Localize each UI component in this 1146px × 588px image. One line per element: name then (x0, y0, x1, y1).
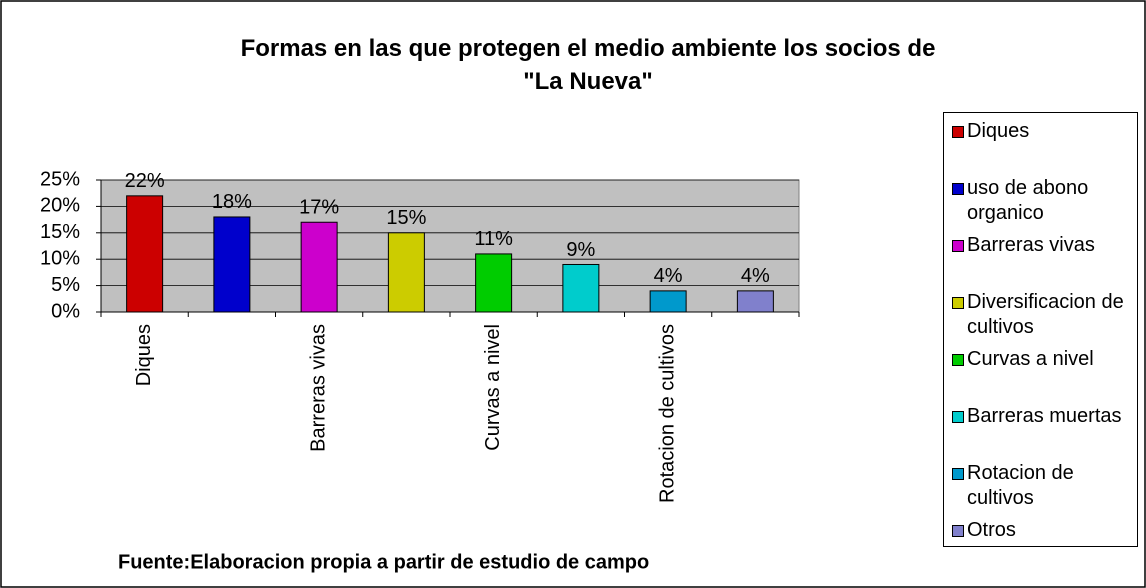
bar-shade (743, 294, 768, 308)
legend-entry: uso de abono organico (952, 176, 1133, 233)
y-tick-label: 0% (51, 300, 80, 322)
legend-entry: Rotacion de cultivos (952, 461, 1133, 518)
y-tick-label: 20% (40, 195, 80, 217)
value-label: 11% (474, 228, 513, 250)
value-label: 18% (212, 191, 252, 213)
bar-shade (219, 220, 244, 308)
legend-swatch (952, 240, 964, 252)
bar-shade (568, 268, 593, 308)
legend-label: Otros (967, 519, 1016, 541)
legend-entry: Diques (952, 119, 1133, 176)
legend-label: Diversificacion de cultivos (967, 291, 1124, 338)
y-tick-label: 5% (51, 274, 80, 296)
source-note: Fuente:Elaboracion propia a partir de es… (118, 551, 649, 573)
legend-swatch (952, 354, 964, 366)
legend: Diques uso de abono organico Barreras viva… (943, 112, 1138, 547)
value-label: 22% (125, 170, 165, 192)
x-tick-label: Barreras vivas (307, 324, 329, 452)
legend-label: Barreras muertas (967, 405, 1122, 427)
legend-label: Barreras vivas (967, 234, 1095, 256)
legend-swatch (952, 126, 964, 138)
x-tick-label: Diques (133, 324, 155, 386)
legend-entry: Curvas a nivel (952, 347, 1133, 404)
legend-label: Diques (967, 120, 1030, 142)
legend-entry: Barreras vivas (952, 233, 1133, 290)
legend-swatch (952, 411, 964, 423)
legend-swatch (952, 297, 964, 309)
y-tick-label: 25% (40, 168, 80, 190)
value-label: 17% (299, 197, 339, 219)
legend-swatch (952, 525, 964, 537)
bar-shade (307, 226, 332, 308)
value-label: 9% (566, 239, 595, 261)
bar-shade (656, 294, 681, 308)
legend-swatch (952, 468, 964, 480)
bar-shade (481, 257, 506, 308)
legend-label: Rotacion de cultivos (967, 462, 1074, 509)
plot-area (100, 179, 800, 313)
y-tick-label: 15% (40, 221, 80, 243)
y-tick-label: 10% (40, 247, 80, 269)
chart-title: Formas en las que protegen el medio ambi… (241, 35, 936, 95)
legend-entry: Diversificacion de cultivos (952, 290, 1133, 347)
bar-shade (394, 236, 419, 308)
legend-label: uso de abono organico (967, 177, 1089, 224)
legend-swatch (952, 183, 964, 195)
legend-label: Curvas a nivel (967, 348, 1094, 370)
legend-entry: Otros (952, 518, 1133, 575)
x-tick-label: Rotacion de cultivos (656, 324, 678, 503)
value-label: 15% (386, 207, 426, 229)
x-tick-label: Curvas a nivel (482, 324, 504, 451)
bar-shade (132, 199, 157, 308)
legend-entry: Barreras muertas (952, 404, 1133, 461)
value-label: 4% (654, 265, 683, 287)
value-label: 4% (741, 265, 770, 287)
